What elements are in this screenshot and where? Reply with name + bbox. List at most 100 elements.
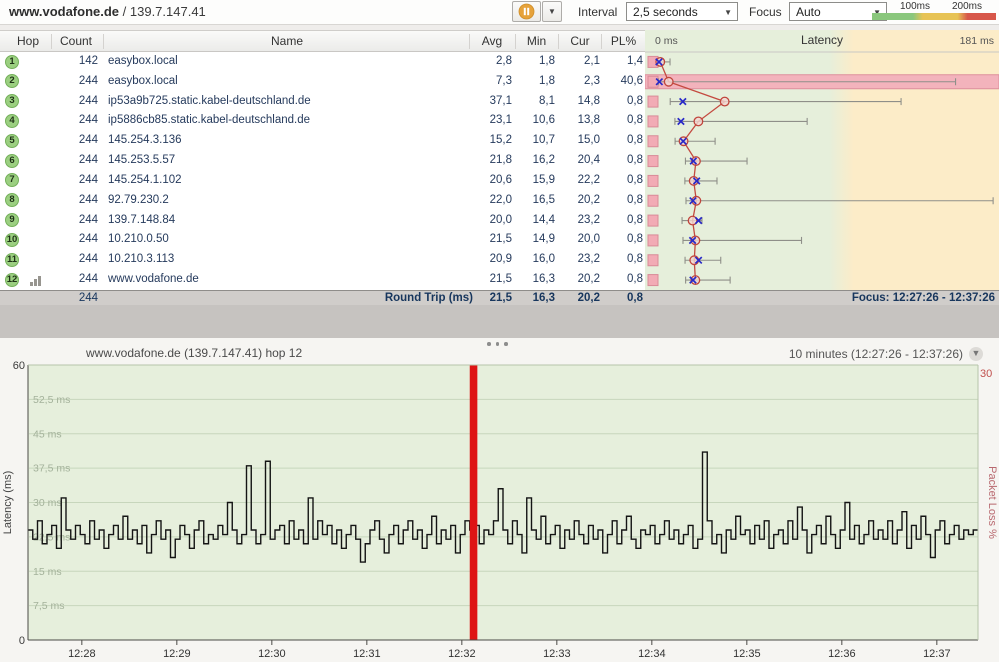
table-row[interactable]: 1 142 easybox.local 2,8 1,8 2,1 1,4 bbox=[0, 52, 645, 72]
target-host: www.vodafone.de bbox=[9, 4, 120, 19]
x-tick-label: 12:32 bbox=[448, 648, 476, 660]
packet-loss-square bbox=[647, 155, 659, 168]
axis-label: 0 bbox=[19, 635, 25, 647]
hop-table: 1 142 easybox.local 2,8 1,8 2,1 1,4 2 244 easybox… bbox=[0, 52, 645, 290]
current-marker bbox=[679, 137, 687, 146]
hop-avg: 21,5 bbox=[489, 273, 512, 286]
average-marker bbox=[693, 116, 704, 127]
hop-avg: 20,9 bbox=[489, 253, 512, 266]
current-marker bbox=[692, 177, 701, 185]
focus-select[interactable]: Auto ▼ bbox=[789, 2, 887, 21]
current-marker bbox=[688, 236, 697, 245]
chevron-down-icon: ▼ bbox=[724, 8, 732, 17]
packet-loss-square bbox=[647, 174, 659, 187]
target-ip: 139.7.147.41 bbox=[129, 4, 206, 19]
pause-button[interactable] bbox=[512, 1, 541, 22]
hop-min: 14,4 bbox=[532, 213, 555, 226]
hop-name: 145.253.5.57 bbox=[108, 154, 176, 167]
hop-avg: 7,3 bbox=[496, 74, 512, 87]
hop-number-badge: 5 bbox=[5, 133, 19, 148]
axis-label: Packet Loss % bbox=[986, 466, 998, 539]
hop-count: 244 bbox=[78, 273, 98, 286]
table-row[interactable]: 2 244 easybox.local 7,3 1,8 2,3 40,6 bbox=[0, 72, 645, 92]
latency-series-line bbox=[28, 451, 978, 563]
hop-avg: 20,0 bbox=[489, 213, 512, 226]
hop-count: 244 bbox=[78, 114, 98, 127]
gridline-label: 30 ms bbox=[33, 497, 62, 509]
pause-dropdown-button[interactable]: ▼ bbox=[542, 1, 562, 22]
packet-loss-square bbox=[647, 75, 659, 88]
table-row[interactable]: 6 244 145.253.5.57 21,8 16,2 20,4 0,8 bbox=[0, 151, 645, 171]
pane-gap bbox=[0, 305, 999, 338]
hop-pl: 0,8 bbox=[627, 154, 643, 167]
timeline-range-selector[interactable]: 10 minutes (12:27:26 - 12:37:26) bbox=[788, 347, 963, 361]
target-address: www.vodafone.de / 139.7.147.41 bbox=[9, 4, 206, 19]
hop-name: 10.210.3.113 bbox=[108, 253, 175, 266]
footer-avg: 21,5 bbox=[489, 292, 512, 304]
x-tick-label: 12:31 bbox=[353, 648, 381, 660]
hop-pl: 0,8 bbox=[627, 94, 643, 107]
current-marker bbox=[689, 276, 697, 284]
hop-pl: 0,8 bbox=[627, 253, 643, 266]
interval-select[interactable]: 2,5 seconds ▼ bbox=[626, 2, 738, 21]
column-header-pl[interactable]: PL% bbox=[610, 34, 637, 48]
column-header-count[interactable]: Count bbox=[59, 34, 93, 48]
column-header-hop[interactable]: Hop bbox=[16, 34, 39, 48]
toolbar: www.vodafone.de / 139.7.147.41 ▼ Interva… bbox=[0, 0, 999, 25]
hop-min: 16,5 bbox=[532, 193, 555, 206]
gridline-label: 52,5 ms bbox=[33, 394, 70, 406]
current-marker bbox=[655, 58, 663, 66]
hop-avg: 23,1 bbox=[489, 114, 512, 127]
packet-loss-square bbox=[647, 214, 659, 227]
hop-min: 10,7 bbox=[532, 134, 555, 147]
gridline-label: 37,5 ms bbox=[33, 463, 70, 475]
packet-loss-square bbox=[647, 135, 659, 148]
packet-loss-square bbox=[647, 274, 659, 287]
table-header: Hop Count Name Avg Min Cur PL% bbox=[0, 30, 645, 52]
focus-label: Focus bbox=[749, 5, 782, 19]
latency-axis-max-label: 181 ms bbox=[959, 35, 994, 47]
hop-pl: 0,8 bbox=[627, 213, 643, 226]
hop-pl: 0,8 bbox=[627, 134, 643, 147]
average-marker bbox=[663, 76, 674, 87]
current-marker bbox=[677, 117, 685, 126]
scale-label-100ms: 100ms bbox=[900, 1, 931, 12]
pane-splitter-handle[interactable] bbox=[487, 342, 508, 346]
chevron-down-icon[interactable]: ▼ bbox=[969, 347, 983, 361]
column-header-min[interactable]: Min bbox=[526, 34, 547, 48]
current-marker bbox=[694, 256, 703, 265]
table-row[interactable]: 11 244 10.210.3.113 20,9 16,0 23,2 0,8 bbox=[0, 250, 645, 270]
hop-cur: 2,3 bbox=[584, 74, 600, 87]
table-row[interactable]: 9 244 139.7.148.84 20,0 14,4 23,2 0,8 bbox=[0, 211, 645, 231]
chevron-down-icon: ▼ bbox=[873, 8, 881, 17]
table-row[interactable]: 8 244 92.79.230.2 22,0 16,5 20,2 0,8 bbox=[0, 191, 645, 211]
table-row[interactable]: 5 244 145.254.3.136 15,2 10,7 15,0 0,8 bbox=[0, 131, 645, 151]
hop-pl: 40,6 bbox=[620, 74, 643, 87]
table-row[interactable]: 10 244 10.210.0.50 21,5 14,9 20,0 0,8 bbox=[0, 230, 645, 250]
average-marker bbox=[690, 235, 701, 246]
hop-cur: 2,1 bbox=[584, 55, 600, 67]
table-row[interactable]: 7 244 145.254.1.102 20,6 15,9 22,2 0,8 bbox=[0, 171, 645, 191]
column-header-cur[interactable]: Cur bbox=[570, 34, 590, 48]
hop-pl: 0,8 bbox=[627, 114, 643, 127]
table-row[interactable]: 4 244 ip5886cb85.static.kabel-deutschland.… bbox=[0, 111, 645, 131]
column-header-avg[interactable]: Avg bbox=[481, 34, 503, 48]
table-row[interactable]: 3 244 ip53a9b725.static.kabel-deutschland.… bbox=[0, 92, 645, 112]
column-header-name[interactable]: Name bbox=[270, 34, 303, 48]
hop-avg: 21,8 bbox=[489, 154, 512, 167]
hop-count: 244 bbox=[78, 233, 98, 246]
average-marker bbox=[691, 156, 701, 167]
latency-graph-header: Latency 0 ms 181 ms bbox=[645, 30, 999, 52]
hop-avg: 21,5 bbox=[489, 233, 512, 246]
hop-count: 244 bbox=[78, 134, 98, 147]
hop-count: 244 bbox=[78, 253, 98, 266]
x-tick-label: 12:35 bbox=[733, 648, 761, 660]
average-marker bbox=[687, 215, 698, 226]
table-row[interactable]: 12 244 www.vodafone.de 21,5 16,3 20,2 0,8 bbox=[0, 270, 645, 290]
x-tick-label: 12:28 bbox=[68, 648, 96, 660]
average-marker bbox=[719, 96, 730, 107]
interval-value: 2,5 seconds bbox=[633, 5, 698, 19]
hop-number-badge: 11 bbox=[5, 252, 19, 267]
hop-avg: 22,0 bbox=[489, 193, 512, 206]
